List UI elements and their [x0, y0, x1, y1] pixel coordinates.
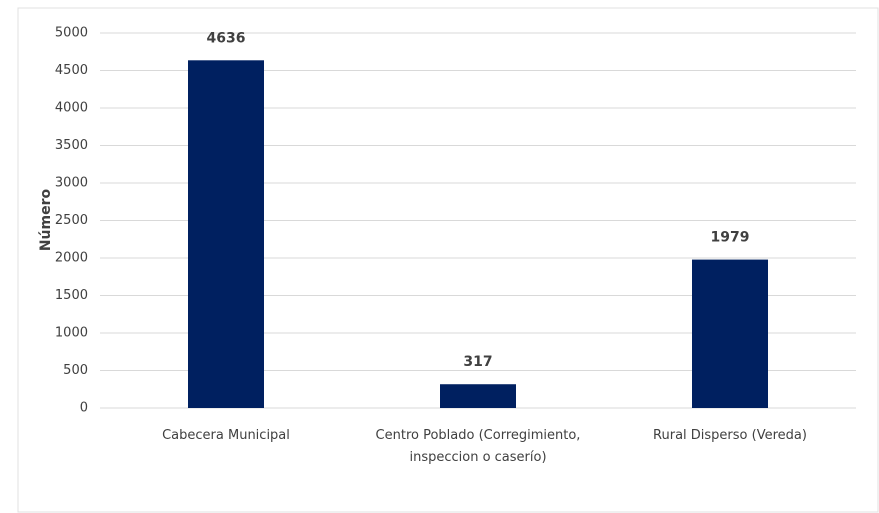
y-tick-label: 1500	[55, 288, 88, 303]
bar	[188, 60, 264, 409]
y-tick-label: 4500	[55, 63, 88, 78]
y-tick-label: 2000	[55, 251, 88, 266]
data-label: 1979	[711, 230, 750, 246]
y-tick-label: 4000	[55, 101, 88, 116]
y-tick-label: 3000	[55, 176, 88, 191]
y-tick-label: 500	[63, 363, 88, 378]
y-tick-label: 0	[80, 401, 88, 416]
x-tick-label: Centro Poblado (Corregimiento, inspeccio…	[375, 428, 581, 465]
bar	[692, 259, 768, 408]
y-tick-label: 2500	[55, 213, 88, 228]
data-label: 317	[463, 354, 492, 370]
bar	[440, 384, 516, 408]
data-label: 4636	[207, 30, 246, 46]
y-tick-label: 3500	[55, 138, 88, 153]
chart-border	[17, 7, 879, 513]
x-tick-label: Rural Disperso (Vereda)	[653, 428, 807, 443]
x-tick-label: Cabecera Municipal	[162, 428, 290, 443]
y-tick-label: 5000	[55, 26, 88, 41]
y-axis-label: Número	[38, 188, 54, 251]
y-tick-label: 1000	[55, 326, 88, 341]
